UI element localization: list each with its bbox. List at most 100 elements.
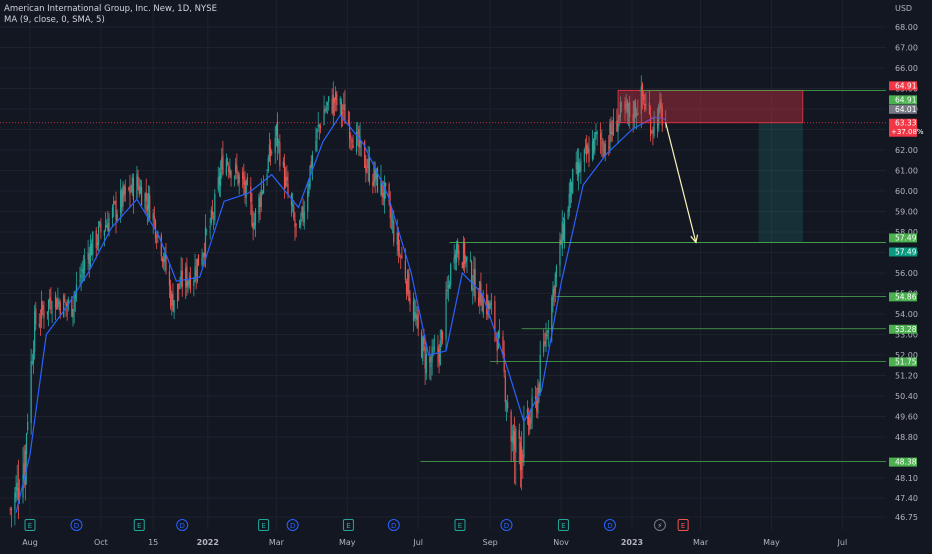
candle-body (368, 157, 370, 183)
candle (417, 307, 419, 337)
candle-body (254, 209, 257, 226)
candle-body (307, 190, 309, 212)
marker-box (24, 519, 36, 531)
target-zone[interactable] (758, 122, 803, 243)
candle-body (131, 177, 133, 193)
candle (193, 277, 195, 297)
candle-body (576, 162, 578, 174)
split-marker[interactable]: ⚡ (653, 519, 666, 531)
candle (75, 271, 78, 303)
candle (389, 191, 391, 229)
dividend-marker[interactable]: D (603, 519, 616, 531)
candle-body (552, 288, 554, 301)
candle (352, 134, 354, 149)
time-axis-label: Nov (553, 538, 569, 547)
candle (271, 149, 273, 156)
indicator-title[interactable]: MA (9, close, 0, SMA, 5) (4, 15, 105, 25)
candle-body (89, 244, 92, 267)
candle-body (644, 103, 646, 110)
price-axis-label: 51.75 (889, 357, 917, 367)
candle-body (308, 183, 310, 194)
candle (137, 169, 139, 191)
candle-body (42, 305, 44, 311)
candle (129, 174, 131, 208)
candle-body (375, 169, 377, 179)
candle (165, 243, 167, 275)
candle-body (625, 104, 627, 107)
candle-body (536, 397, 538, 412)
candle-body (140, 186, 143, 206)
candle (331, 88, 333, 115)
candle (136, 166, 138, 200)
candle-body (152, 213, 154, 221)
candle-body (160, 234, 162, 257)
candle-body (496, 338, 498, 352)
dividend-marker[interactable]: D (387, 519, 400, 531)
candle (648, 90, 651, 116)
candle-body (99, 222, 101, 226)
candle-body (122, 185, 124, 207)
candle-body (139, 186, 142, 193)
candle (336, 90, 338, 112)
candle (595, 123, 597, 140)
candle-body (579, 164, 581, 173)
candle (176, 283, 179, 309)
price-tick-label: 59.00 (895, 208, 918, 217)
candle (121, 187, 123, 218)
moving-average-line[interactable] (15, 114, 666, 513)
candle (619, 96, 621, 124)
earnings-marker[interactable]: E (342, 519, 354, 531)
earnings-marker[interactable]: E (454, 519, 466, 531)
candle-body (616, 120, 618, 132)
candle (283, 153, 286, 199)
candle (333, 97, 336, 117)
candle-body (389, 203, 391, 218)
candle (618, 114, 620, 127)
candle-body (311, 154, 314, 167)
dividend-marker[interactable]: D (70, 519, 83, 531)
candle-body (39, 321, 42, 323)
candle (230, 169, 232, 187)
candle-body (355, 131, 358, 152)
candle (243, 163, 245, 196)
candle-body (588, 149, 590, 162)
candle-body (584, 146, 587, 148)
candle-body (477, 297, 480, 306)
candle (579, 158, 581, 174)
symbol-title[interactable]: American International Group, Inc. New, … (4, 4, 217, 14)
price-axis-label-text: 51.75 (895, 357, 917, 366)
candle-body (438, 349, 440, 362)
candle-body (503, 353, 505, 372)
candle (64, 293, 66, 303)
candle-body (173, 300, 175, 313)
time-axis-label: Mar (693, 538, 709, 547)
candle (144, 192, 146, 214)
candle-body (300, 219, 302, 226)
candle-body (128, 188, 130, 190)
marker-box (342, 519, 354, 531)
upcoming-earnings-marker[interactable]: E (677, 519, 689, 531)
dividend-marker[interactable]: D (286, 519, 299, 531)
candle-body (547, 330, 549, 333)
candle-body (507, 402, 509, 409)
earnings-marker[interactable]: E (258, 519, 270, 531)
price-tick-label: 62.00 (895, 146, 918, 155)
candle (258, 193, 260, 223)
candle-body (633, 101, 635, 123)
earnings-marker[interactable]: E (557, 519, 569, 531)
projection-arrow[interactable] (665, 122, 697, 243)
stop-zone[interactable] (617, 89, 804, 124)
candle (461, 261, 463, 269)
candle (107, 210, 109, 232)
candle (10, 507, 13, 528)
candle-body (225, 158, 228, 175)
earnings-marker[interactable]: E (133, 519, 145, 531)
dividend-marker[interactable]: D (500, 519, 513, 531)
dividend-marker[interactable]: D (176, 519, 189, 531)
candle (81, 260, 83, 283)
earnings-marker[interactable]: E (24, 519, 36, 531)
candle-body (537, 387, 539, 414)
candle (586, 134, 588, 163)
